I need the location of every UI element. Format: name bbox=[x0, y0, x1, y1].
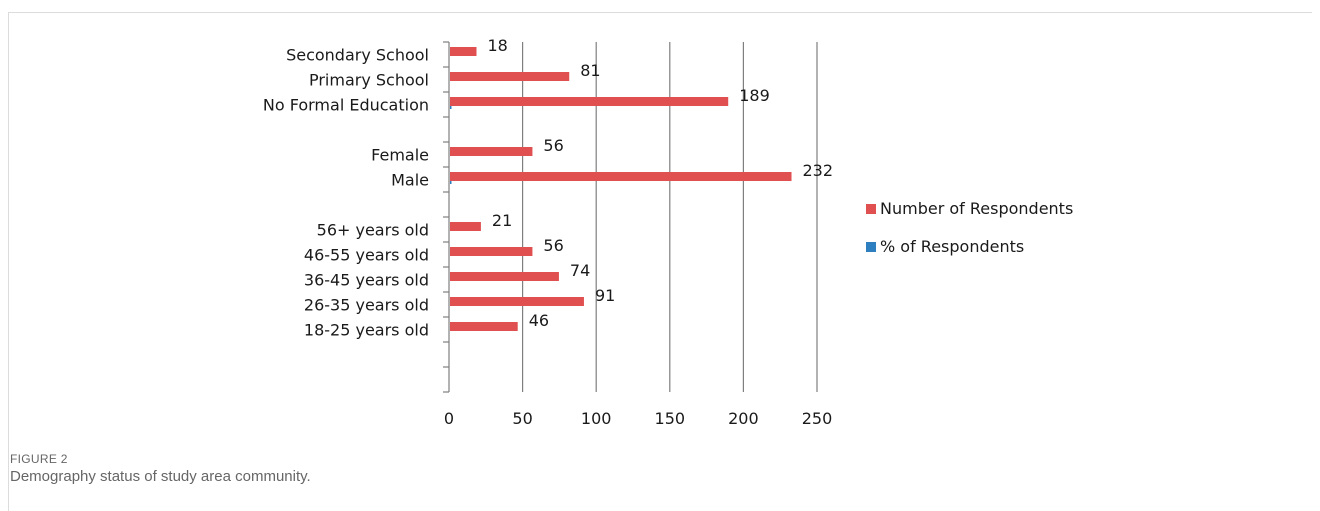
bar-number-of-respondents bbox=[450, 147, 533, 156]
bar-number-of-respondents bbox=[450, 172, 792, 181]
bar-number-of-respondents bbox=[450, 47, 477, 56]
legend-label: % of Respondents bbox=[880, 237, 1024, 256]
bar-number-of-respondents bbox=[450, 72, 570, 81]
category-label: 26-35 years old bbox=[304, 296, 429, 315]
x-tick-label: 50 bbox=[512, 409, 532, 428]
figure-caption: Demography status of study area communit… bbox=[10, 468, 311, 485]
x-tick-label: 150 bbox=[655, 409, 686, 428]
bar-chart: Secondary School 18 Primary School 81 No For… bbox=[263, 36, 1073, 428]
bar-number-of-respondents bbox=[450, 247, 533, 256]
data-label: 18 bbox=[487, 36, 507, 55]
category-label: Female bbox=[371, 146, 429, 165]
x-tick-label: 250 bbox=[802, 409, 833, 428]
data-label: 232 bbox=[803, 161, 834, 180]
bar-percent-of-respondents bbox=[450, 181, 452, 184]
x-tick-label: 0 bbox=[444, 409, 454, 428]
x-tick-label: 100 bbox=[581, 409, 612, 428]
bar-number-of-respondents bbox=[450, 322, 518, 331]
category-label: 36-45 years old bbox=[304, 271, 429, 290]
data-label: 56 bbox=[543, 136, 563, 155]
figure-frame bbox=[8, 12, 1312, 511]
category-label: Male bbox=[391, 171, 429, 190]
bar-number-of-respondents bbox=[450, 97, 729, 106]
data-label: 74 bbox=[570, 261, 590, 280]
legend-swatch bbox=[866, 204, 876, 214]
data-label: 189 bbox=[739, 86, 770, 105]
category-label: 18-25 years old bbox=[304, 321, 429, 340]
x-tick-label: 200 bbox=[728, 409, 759, 428]
data-label: 46 bbox=[529, 311, 549, 330]
legend-label: Number of Respondents bbox=[880, 199, 1073, 218]
category-label: Secondary School bbox=[286, 46, 429, 65]
bar-number-of-respondents bbox=[450, 272, 559, 281]
data-label: 91 bbox=[595, 286, 615, 305]
category-label: 56+ years old bbox=[317, 221, 429, 240]
category-label: Primary School bbox=[309, 71, 429, 90]
data-label: 56 bbox=[543, 236, 563, 255]
bar-number-of-respondents bbox=[450, 222, 481, 231]
category-label: 46-55 years old bbox=[304, 246, 429, 265]
bar-number-of-respondents bbox=[450, 297, 584, 306]
data-label: 21 bbox=[492, 211, 512, 230]
category-label: No Formal Education bbox=[263, 96, 429, 115]
figure-label: FIGURE 2 bbox=[10, 452, 68, 466]
legend-swatch bbox=[866, 242, 876, 252]
data-label: 81 bbox=[580, 61, 600, 80]
bar-percent-of-respondents bbox=[450, 106, 452, 109]
